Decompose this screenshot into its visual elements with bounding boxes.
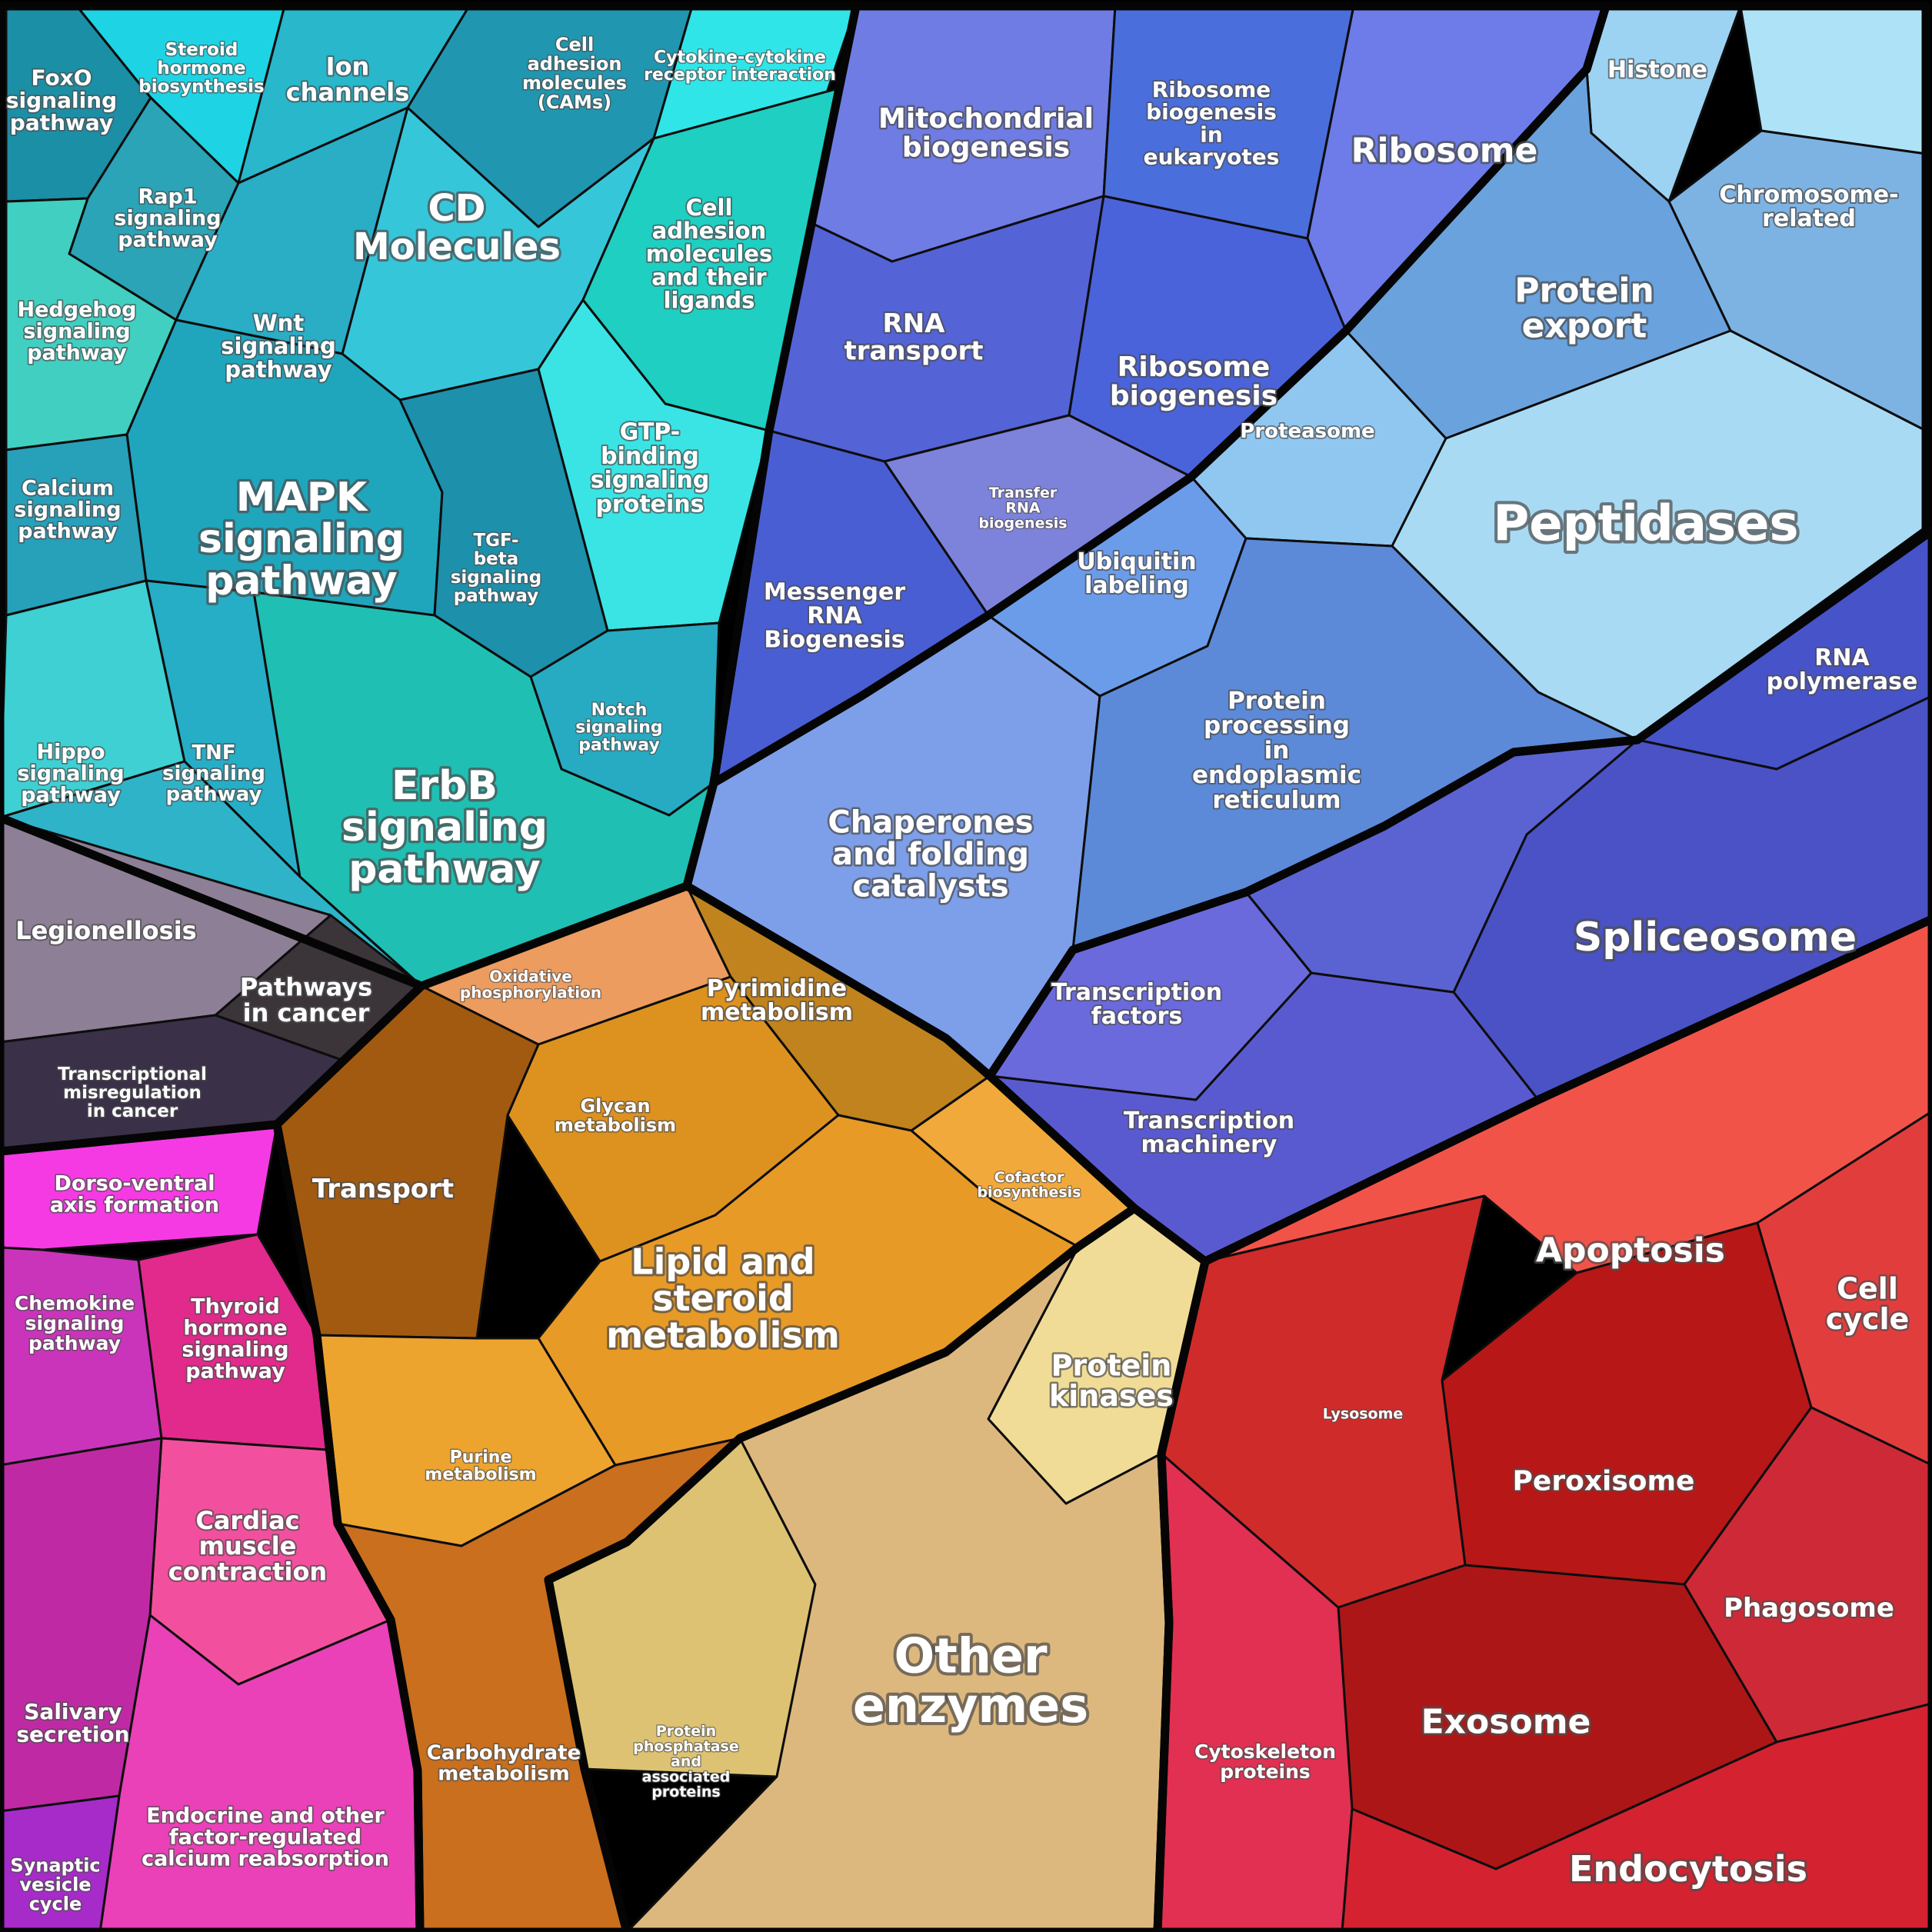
cell-synaptic-vesicle[interactable] [0, 1794, 121, 1932]
label-chemokine: Chemokine signaling pathway [15, 1292, 135, 1354]
cell-chemokine[interactable] [0, 1246, 163, 1467]
label-synaptic-vesicle: Synaptic vesicle cycle [10, 1854, 100, 1914]
label-purine: Purine metabolism [425, 1447, 536, 1484]
label-cardiac-muscle: Cardiac muscle contraction [168, 1506, 327, 1587]
label-cofactor: Cofactor biosynthesis [977, 1169, 1081, 1201]
label-rap1: Rap1 signaling pathway [114, 185, 221, 251]
label-other-enzymes: Other enzymes [853, 1628, 1088, 1734]
label-proteasome: Proteasome [1240, 420, 1374, 443]
label-transcr-misreg: Transcriptional misregulation in cancer [58, 1064, 207, 1121]
label-hedgehog: Hedgehog signaling pathway [18, 298, 137, 365]
label-notch: Notch signaling pathway [575, 701, 662, 755]
label-ribosome: Ribosome [1351, 131, 1538, 170]
label-mito-biogenesis: Mitochondrial biogenesis [878, 103, 1094, 163]
label-pathways-cancer: Pathways in cancer [240, 973, 372, 1028]
labels-layer: FoxO signaling pathway Steroid hormone biosyn… [5, 32, 1919, 1916]
label-cytoskeleton: Cytoskeleton proteins [1194, 1740, 1336, 1783]
label-protein-kinases: Protein kinases [1049, 1349, 1174, 1414]
label-foxo: FoxO signaling pathway [6, 65, 117, 135]
group-cellular-red-outline [1153, 914, 1932, 1932]
label-peroxisome: Peroxisome [1513, 1466, 1695, 1497]
label-steroid-hormone: Steroid hormone biosynthesis [138, 40, 264, 97]
label-mrna-biogenesis: Messenger RNA Biogenesis [764, 578, 905, 653]
label-carbohydrate: Carbohydrate metabolism [427, 1742, 581, 1786]
label-tgf-beta: TGF-beta signaling pathway [451, 531, 542, 606]
label-peptidases: Peptidases [1493, 495, 1798, 552]
label-lipid-steroid: Lipid and steroid metabolism [606, 1241, 840, 1356]
label-cytokine: Cytokine-cytokine receptor interaction [644, 48, 836, 85]
label-protein-export: Protein export [1514, 271, 1654, 346]
label-tnf: TNF signaling pathway [162, 741, 265, 806]
label-hippo: Hippo signaling pathway [17, 740, 124, 807]
label-cell-cycle: Cell cycle [1826, 1272, 1910, 1337]
label-phagosome: Phagosome [1724, 1593, 1894, 1624]
label-transcription-machinery: Transcription machinery [1124, 1108, 1294, 1158]
label-lysosome: Lysosome [1323, 1406, 1404, 1423]
label-erbb: ErbB signaling pathway [341, 763, 548, 892]
label-protein-proc-er: Protein processing in endoplasmic reticulum [1192, 687, 1361, 814]
label-glycan: Glycan metabolism [555, 1095, 676, 1136]
label-apoptosis: Apoptosis [1536, 1231, 1725, 1270]
cells-layer [0, 5, 1932, 1932]
label-spliceosome: Spliceosome [1574, 914, 1857, 961]
label-transcription-factors: Transcription factors [1051, 979, 1222, 1030]
label-chaperones: Chaperones and folding catalysts [828, 804, 1033, 904]
label-rna-transport: RNA transport [844, 308, 983, 366]
label-legionellosis: Legionellosis [15, 916, 196, 945]
label-cams: Cell adhesion molecules (CAMs) [522, 34, 627, 113]
cell-endocytosis[interactable] [1341, 1702, 1932, 1932]
label-calcium: Calcium signaling pathway [14, 476, 121, 543]
label-histone: Histone [1607, 57, 1707, 84]
label-gtp-binding: GTP-binding signaling proteins [591, 419, 710, 518]
label-cam-ligands: Cell adhesion molecules and their ligands [646, 195, 772, 314]
label-ribo-biogenesis: Ribosome biogenesis [1110, 351, 1277, 411]
label-exosome: Exosome [1421, 1702, 1591, 1741]
group-organism-magenta-outline [0, 1120, 425, 1932]
label-protein-phosphatase: Protein phosphatase and associated proteins [633, 1723, 739, 1800]
label-oxidative-phos: Oxidative phosphorylation [460, 968, 601, 1002]
label-ion-channels: Ion channels [286, 52, 410, 107]
label-rna-polymerase: RNA polymerase [1767, 645, 1918, 695]
label-dorso-ventral: Dorso-ventral axis formation [50, 1171, 219, 1217]
label-salivary: Salivary secretion [16, 1699, 129, 1747]
label-trna-biogenesis: Transfer RNA biogenesis [978, 485, 1067, 532]
label-ribo-biogen-euk: Ribosome biogenesis in eukaryotes [1144, 77, 1280, 169]
label-mapk: MAPK signaling pathway [198, 475, 405, 604]
label-chromosome-related: Chromosome-related [1719, 182, 1898, 232]
label-transport: Transport [312, 1174, 454, 1204]
label-cd-molecules: CD Molecules [353, 187, 561, 268]
label-endocytosis: Endocytosis [1569, 1848, 1807, 1890]
label-thyroid-hormone: Thyroid hormone signaling pathway [182, 1294, 288, 1383]
label-wnt: Wnt signaling pathway [221, 310, 335, 382]
label-endocrine-calcium: Endocrine and other factor-regulated calci… [142, 1804, 389, 1870]
label-ubiquitin: Ubiquitin labeling [1077, 548, 1196, 599]
label-pyrimidine: Pyrimidine metabolism [701, 975, 853, 1026]
